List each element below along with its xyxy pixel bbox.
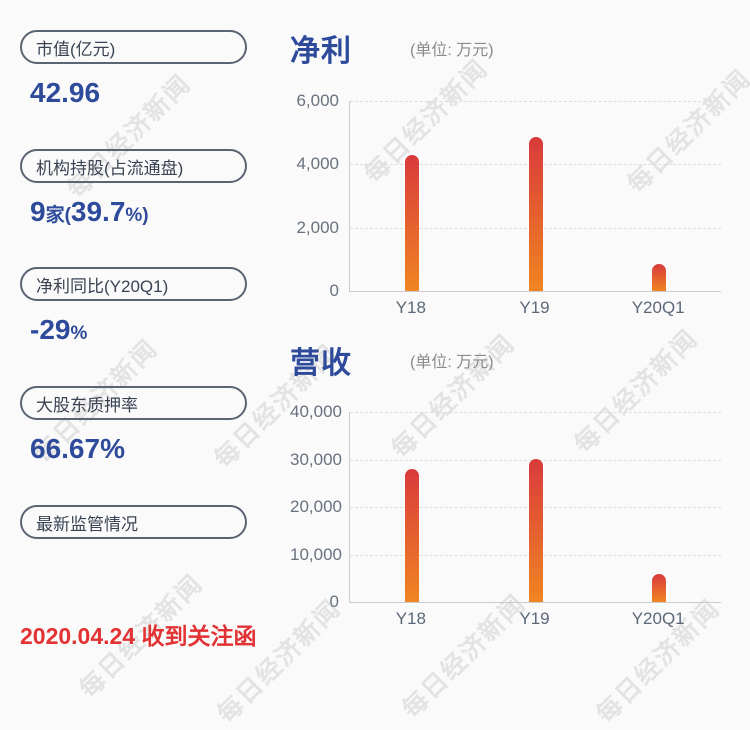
stat-value-segment: -29	[30, 314, 71, 345]
stat-value: 42.96	[30, 77, 250, 114]
chart-header: 净利 (单位: 万元)	[290, 26, 722, 70]
bar-Y18	[404, 155, 419, 291]
stat-value-segment: 66.67%	[30, 433, 125, 464]
stat-block-profit-yoy: 净利同比(Y20Q1) -29%	[20, 267, 250, 351]
stat-value: 9家(39.7%)	[30, 196, 250, 233]
y-axis-tick-labels: 0 10,000 20,000 30,000 40,000	[290, 402, 342, 611]
stat-value-segment: 家(	[45, 205, 71, 226]
bar-Y18	[404, 469, 419, 602]
x-axis-label: Y20Q1	[631, 609, 685, 628]
stat-pill: 净利同比(Y20Q1)	[20, 267, 247, 301]
chart-unit-label: (单位: 万元)	[410, 42, 494, 59]
stat-pill-label: 净利同比(Y20Q1)	[36, 276, 169, 296]
stat-value-segment: 39.7	[70, 196, 126, 227]
y-tick-label: 0	[329, 281, 339, 300]
stat-block-market-cap: 市值(亿元) 42.96	[20, 30, 250, 114]
y-tick-label: 10,000	[290, 544, 342, 564]
revenue-chart: 营收 (单位: 万元) 0 10,000 20,000 30,000 40,000 Y1…	[290, 338, 722, 629]
x-axis-label: Y19	[519, 609, 550, 628]
y-tick-label: 20,000	[290, 497, 342, 516]
y-tick-label: 30,000	[290, 449, 342, 469]
gridline	[350, 101, 721, 102]
y-tick-label: 2,000	[296, 217, 339, 237]
x-axis-label: Y19	[519, 298, 550, 317]
stat-value-segment: %	[70, 323, 88, 344]
bar-Y19	[528, 459, 543, 602]
bar-Y20Q1	[652, 574, 667, 602]
chart-unit-label: (单位: 万元)	[410, 354, 494, 371]
stat-value-segment: %)	[125, 205, 149, 226]
bar-slot	[350, 412, 474, 602]
y-tick-label: 40,000	[290, 402, 342, 421]
stat-value: 66.67%	[30, 433, 250, 470]
y-tick-label: 4,000	[296, 154, 339, 174]
infographic-canvas: 每日经济新闻 每日经济新闻 每日经济新闻 每日经济新闻 每日经济新闻 每日经济新闻 每日经济…	[20, 26, 750, 729]
bar-slot	[597, 412, 721, 602]
bar-Y20Q1	[652, 264, 667, 291]
stat-value-segment: 9	[30, 196, 46, 227]
bar-slot	[597, 101, 721, 291]
x-axis-label: Y18	[395, 609, 426, 628]
stat-block-institutional-holding: 机构持股(占流通盘) 9家(39.7%)	[20, 149, 250, 233]
net-profit-chart: 净利 (单位: 万元) 0 2,000 4,000 6,000 Y18 Y19 Y20Q1	[290, 26, 722, 318]
y-axis-tick-labels: 0 2,000 4,000 6,000	[290, 91, 339, 300]
stat-block-latest-regulation: 最新监管情况	[20, 505, 250, 539]
plot-area	[349, 412, 721, 603]
bar-slot	[474, 412, 598, 602]
stat-pill: 市值(亿元)	[20, 30, 247, 64]
plot-wrapper: 0 2,000 4,000 6,000	[290, 91, 722, 300]
bar-slot	[350, 101, 474, 291]
regulatory-alert-text: 2020.04.24 收到关注函	[20, 623, 257, 649]
stat-pill-label: 最新监管情况	[36, 514, 138, 534]
x-axis-labels: Y18 Y19 Y20Q1	[349, 609, 720, 629]
stat-pill-label: 市值(亿元)	[36, 39, 116, 59]
plot-wrapper: 0 10,000 20,000 30,000 40,000	[290, 402, 722, 611]
x-axis-labels: Y18 Y19 Y20Q1	[349, 298, 720, 318]
bar-Y19	[528, 137, 543, 291]
x-axis-label: Y18	[395, 298, 426, 317]
plot-area	[349, 101, 721, 292]
bar-slot	[474, 101, 598, 291]
gridline	[350, 412, 721, 413]
stat-pill: 大股东质押率	[20, 386, 247, 420]
chart-header: 营收 (单位: 万元)	[290, 338, 722, 382]
y-tick-label: 6,000	[296, 91, 339, 110]
stat-value: -29%	[30, 314, 250, 351]
stat-value-segment: 42.96	[30, 77, 101, 108]
stat-block-pledge-ratio: 大股东质押率 66.67%	[20, 386, 250, 470]
stat-pill-label: 大股东质押率	[36, 395, 138, 415]
y-tick-label: 0	[329, 592, 339, 611]
chart-title: 营收	[290, 347, 352, 380]
x-axis-label: Y20Q1	[631, 298, 685, 317]
chart-title: 净利	[290, 35, 352, 68]
stat-pill-label: 机构持股(占流通盘)	[36, 158, 184, 178]
stat-pill: 最新监管情况	[20, 505, 247, 539]
stat-pill: 机构持股(占流通盘)	[20, 149, 247, 183]
